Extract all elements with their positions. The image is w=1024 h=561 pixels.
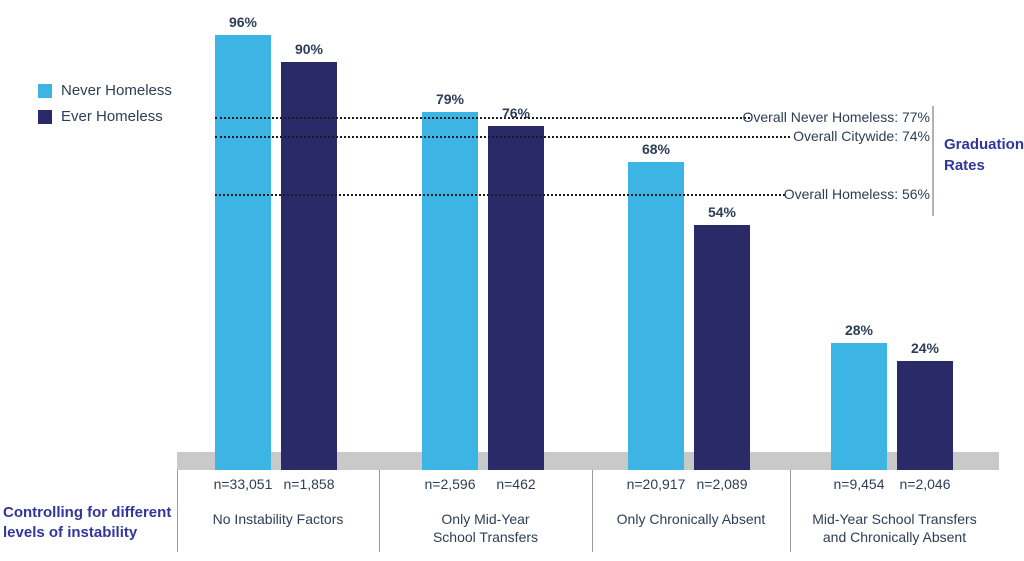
graduation-rates-label: Graduation Rates (944, 136, 1024, 174)
bottom-left-caption: Controlling for different levels of inst… (3, 504, 172, 541)
bar-n-label: n=462 (496, 476, 536, 492)
category-label-line: School Transfers (432, 529, 539, 545)
category-label: No Instability Factors (177, 510, 379, 528)
bar-ever-homeless (488, 126, 544, 470)
bar-value-label: 96% (228, 14, 258, 30)
legend-label-ever-homeless: Ever Homeless (61, 108, 163, 125)
graduation-rates-bracket (932, 106, 934, 216)
category-divider (379, 470, 380, 552)
bar-ever-homeless (281, 62, 337, 470)
bar-n-label: n=2,596 (424, 476, 476, 492)
bar-value-label: 76% (501, 105, 531, 121)
bar-value-label: 24% (910, 340, 940, 356)
category-label: Only Chronically Absent (592, 510, 790, 528)
reference-line-label: Overall Citywide: 74% (793, 128, 930, 144)
category-label-line: Only Mid-Year (441, 511, 530, 527)
category-label-line: No Instability Factors (212, 511, 344, 527)
bar-never-homeless (215, 35, 271, 470)
legend-label-never-homeless: Never Homeless (61, 82, 172, 99)
bar-value-label: 90% (294, 41, 324, 57)
bar-never-homeless (628, 162, 684, 470)
category-divider (592, 470, 593, 552)
bar-n-label: n=2,089 (696, 476, 748, 492)
bar-value-label: 79% (435, 91, 465, 107)
bar-value-label: 54% (707, 204, 737, 220)
category-label: Only Mid-Year School Transfers (379, 510, 592, 546)
bar-never-homeless (831, 343, 887, 470)
bar-ever-homeless (694, 225, 750, 470)
reference-line (215, 117, 750, 119)
legend: Never Homeless Ever Homeless (38, 82, 172, 134)
category-divider (790, 470, 791, 552)
baseline-band (177, 452, 999, 470)
category-label-line: Only Chronically Absent (616, 511, 766, 527)
bar-n-label: n=20,917 (626, 476, 686, 492)
bar-value-label: 28% (844, 322, 874, 338)
category-label-line: Mid-Year School Transfers (812, 511, 977, 527)
reference-line (215, 194, 785, 196)
bar-never-homeless (422, 112, 478, 470)
bar-n-label: n=1,858 (283, 476, 335, 492)
category-label-line: and Chronically Absent (822, 529, 967, 545)
bar-value-label: 68% (641, 141, 671, 157)
reference-line (215, 136, 790, 138)
reference-line-label: Overall Homeless: 56% (783, 186, 930, 202)
legend-item-never-homeless: Never Homeless (38, 82, 172, 99)
bar-n-label: n=9,454 (833, 476, 885, 492)
bar-ever-homeless (897, 361, 953, 470)
never-homeless-swatch-icon (38, 83, 52, 98)
ever-homeless-swatch-icon (38, 109, 52, 124)
bar-n-label: n=33,051 (213, 476, 273, 492)
bar-n-label: n=2,046 (899, 476, 951, 492)
category-label: Mid-Year School Transfers and Chronically… (790, 510, 999, 546)
legend-item-ever-homeless: Ever Homeless (38, 108, 172, 125)
reference-line-label: Overall Never Homeless: 77% (742, 109, 930, 125)
category-divider (177, 470, 178, 552)
